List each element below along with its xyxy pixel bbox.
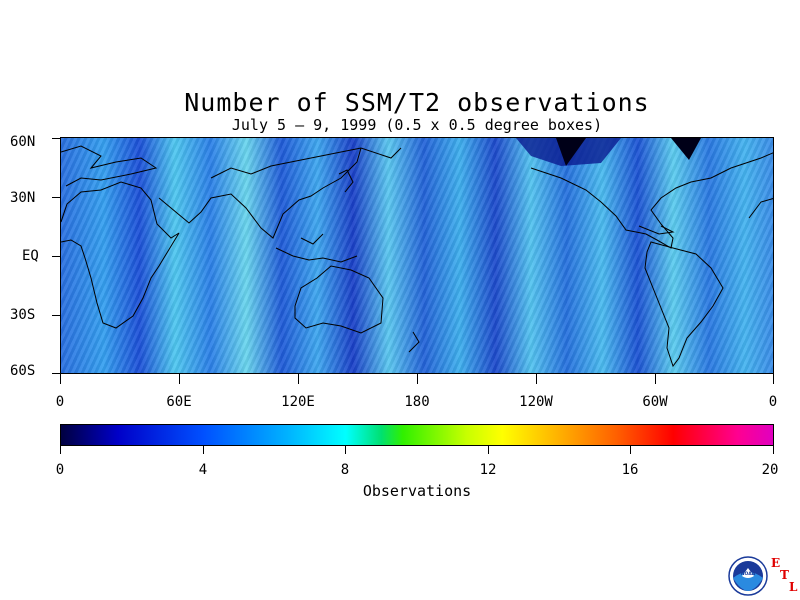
lon-tick (60, 374, 61, 384)
lat-tick (52, 138, 60, 139)
noaa-logo-text: NOAA (741, 571, 756, 577)
lon-tick (773, 374, 774, 384)
lon-tick (536, 374, 537, 384)
lon-label-60w: 60W (642, 394, 668, 410)
etl-letter-l: L (789, 580, 798, 594)
lon-label-120w: 120W (519, 394, 553, 410)
observation-map (60, 137, 774, 374)
lat-tick (52, 197, 60, 198)
colorbar-label-4: 4 (198, 462, 208, 478)
lat-tick (52, 315, 60, 316)
lat-label-30n: 30N (10, 190, 36, 206)
colorbar-tick (488, 446, 489, 454)
lat-label-eq: EQ (22, 248, 39, 264)
colorbar (60, 424, 774, 446)
lat-tick (52, 256, 60, 257)
colorbar-tick (203, 446, 204, 454)
etl-letter-t: T (780, 568, 789, 582)
colorbar-tick (345, 446, 346, 454)
observation-density-texture (61, 138, 773, 373)
map-subtitle: July 5 – 9, 1999 (0.5 x 0.5 degree boxes… (231, 116, 603, 134)
colorbar-tick (630, 446, 631, 454)
lon-label-0: 0 (55, 394, 65, 410)
lon-label-60e: 60E (166, 394, 192, 410)
map-title: Number of SSM/T2 observations (184, 88, 650, 117)
etl-letter-e: E (771, 556, 781, 570)
lon-tick (298, 374, 299, 384)
colorbar-label-8: 8 (340, 462, 350, 478)
lon-tick (179, 374, 180, 384)
colorbar-label-12: 12 (479, 462, 497, 478)
lat-label-30s: 30S (10, 307, 36, 323)
colorbar-tick (60, 446, 61, 454)
lon-label-120e: 120E (281, 394, 315, 410)
colorbar-title: Observations (362, 482, 472, 500)
colorbar-label-16: 16 (621, 462, 639, 478)
lon-label-0-end: 0 (768, 394, 778, 410)
coastline-overlay (61, 138, 773, 368)
colorbar-tick (773, 446, 774, 454)
colorbar-label-20: 20 (761, 462, 779, 478)
lon-tick (655, 374, 656, 384)
lon-tick (417, 374, 418, 384)
lon-label-180: 180 (404, 394, 430, 410)
lat-label-60s: 60S (10, 363, 36, 379)
colorbar-label-0: 0 (55, 462, 65, 478)
lat-tick (52, 373, 60, 374)
noaa-logo-icon: NOAA (728, 556, 768, 596)
lat-label-60n: 60N (10, 134, 36, 150)
